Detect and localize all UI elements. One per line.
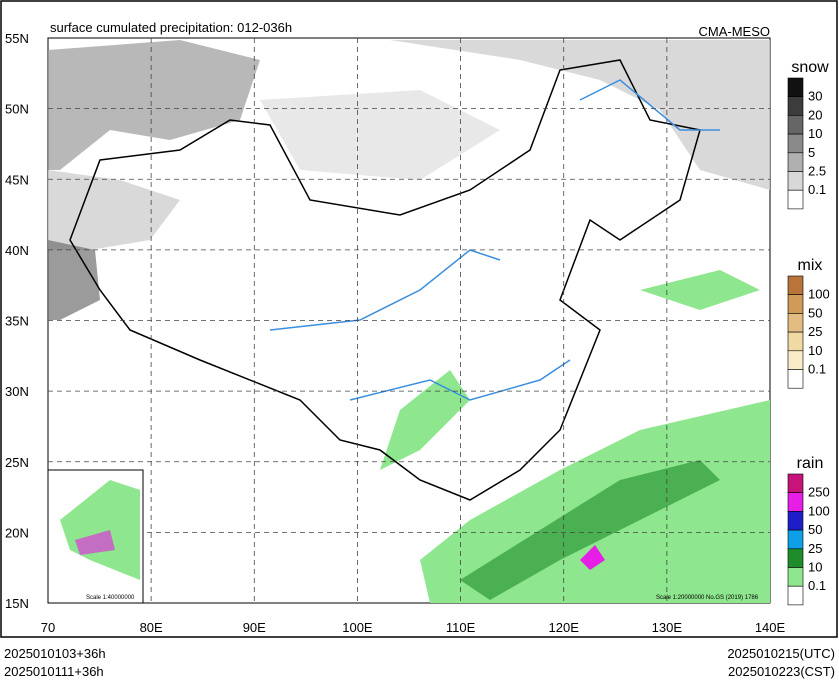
country-border	[69, 59, 701, 501]
legend-level: 10	[808, 343, 822, 358]
main-scale: Scale 1:20000000 No.GS (2019) 1786	[656, 595, 759, 601]
legend-swatch	[787, 567, 804, 587]
legend-swatch	[787, 369, 804, 389]
valid-time: 2025010215(UTC)	[727, 646, 835, 661]
legend-swatch	[787, 189, 804, 210]
lat-label: 40N	[5, 243, 29, 258]
legend-swatch	[787, 492, 804, 512]
legend-swatch	[787, 77, 804, 98]
legend-swatch	[787, 511, 804, 531]
lat-label: 30N	[5, 384, 29, 399]
snow-area	[48, 40, 260, 170]
snow-area	[260, 90, 500, 180]
map-area: Scale 1:40000000 Scale 1:20000000 No.GS …	[47, 37, 771, 604]
lon-label: 140E	[755, 620, 786, 635]
lon-label: 120E	[549, 620, 580, 635]
rain-area	[460, 460, 720, 600]
legend-title: snow	[791, 59, 829, 76]
model-name: CMA-MESO	[699, 24, 771, 39]
lat-label: 50N	[5, 102, 29, 117]
legend-level: 0.1	[808, 182, 826, 197]
inset-scale: Scale 1:40000000	[86, 595, 135, 601]
lat-label: 25N	[5, 455, 29, 470]
legend-level: 250	[808, 485, 830, 500]
valid-time: 2025010223(CST)	[728, 664, 835, 679]
legend-swatch	[787, 115, 804, 135]
legend-level: 20	[808, 107, 822, 122]
lon-label: 80E	[140, 620, 163, 635]
legend-level: 50	[808, 522, 822, 537]
lat-label: 15N	[5, 596, 29, 611]
legend-title: mix	[798, 257, 823, 274]
legend-level: 100	[808, 287, 830, 302]
init-time: 2025010103+36h	[4, 646, 106, 661]
legend-level: 0.1	[808, 362, 826, 377]
legend-swatch	[787, 96, 804, 116]
lon-label: 110E	[446, 620, 476, 635]
legend-swatch	[787, 171, 804, 191]
rain-area	[580, 545, 605, 570]
legend-level: 2.5	[808, 164, 826, 179]
legend-level: 100	[808, 503, 830, 518]
legend-level: 5	[808, 145, 815, 160]
lon-label: 130E	[652, 620, 683, 635]
lon-label: 100E	[342, 620, 373, 635]
legend-swatch	[787, 331, 804, 352]
river	[269, 79, 720, 401]
legend-swatch	[787, 473, 804, 494]
lon-label: 90E	[243, 620, 266, 635]
graticule	[48, 38, 770, 603]
legend-swatch	[787, 294, 804, 314]
legend-swatch	[787, 548, 804, 568]
legend-level: 10	[808, 560, 822, 575]
rain-area	[380, 370, 470, 470]
init-time: 2025010111+36h	[4, 664, 104, 679]
snow-area	[390, 40, 770, 190]
legend-level: 10	[808, 126, 822, 141]
legend-swatch	[787, 152, 804, 172]
legend-level: 25	[808, 541, 822, 556]
map-title: surface cumulated precipitation: 012-036…	[50, 20, 292, 35]
legend-level: 25	[808, 324, 822, 339]
legend-swatch	[787, 133, 804, 154]
legend-level: 50	[808, 305, 822, 320]
inset-rain	[75, 530, 115, 555]
legend-title: rain	[797, 455, 824, 472]
lat-label: 20N	[5, 525, 29, 540]
legend-level: 0.1	[808, 578, 826, 593]
rain-area	[640, 270, 760, 310]
legend-swatch	[787, 350, 804, 370]
lat-label: 45N	[5, 172, 29, 187]
lat-label: 35N	[5, 314, 29, 329]
legend-swatch	[787, 275, 804, 296]
snow-area	[48, 170, 180, 250]
snow-area	[48, 240, 100, 320]
lon-label: 70	[41, 620, 55, 635]
lat-label: 55N	[5, 31, 29, 46]
legend-swatch	[787, 313, 804, 333]
legend-swatch	[787, 585, 804, 606]
legend-swatch	[787, 529, 804, 550]
legend-level: 30	[808, 89, 822, 104]
